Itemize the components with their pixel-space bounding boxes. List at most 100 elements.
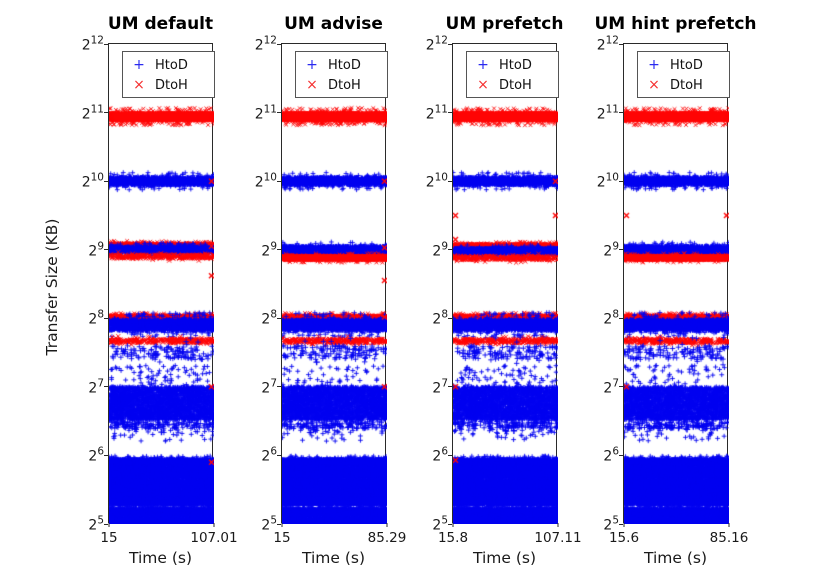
y-tick-exponent: 5 — [441, 514, 448, 527]
y-tick-mark — [104, 317, 108, 319]
y-tick-label: 211 — [597, 104, 619, 121]
subplot-um-default: UM default 212 211 210 29 28 27 26 25 15 107.01 + Ht… — [82, 0, 238, 587]
y-tick-base: 2 — [81, 37, 91, 54]
legend-item: × DtoH — [638, 75, 729, 95]
y-tick-mark — [619, 454, 623, 456]
legend: + HtoD × DtoH — [637, 51, 730, 98]
y-tick-label: 212 — [81, 34, 104, 54]
x-tick-mark — [213, 523, 215, 527]
x-marker-icon: × — [648, 77, 660, 93]
y-tick-exponent: 7 — [270, 377, 277, 390]
scatter-canvas — [453, 44, 558, 524]
x-tick-label: 15.6 — [608, 530, 640, 546]
y-tick-exponent: 10 — [605, 171, 619, 184]
y-tick-base: 2 — [425, 174, 435, 191]
y-tick-exponent: 9 — [97, 240, 104, 253]
y-tick-exponent: 5 — [97, 514, 104, 527]
y-tick-base: 2 — [425, 105, 435, 122]
legend-item-label: DtoH — [670, 77, 703, 93]
y-tick-base: 2 — [254, 105, 264, 122]
y-tick-exponent: 7 — [97, 377, 104, 390]
x-tick-label: 15 — [273, 530, 291, 546]
x-tick-mark — [108, 523, 110, 527]
y-tick-mark — [448, 112, 452, 114]
y-tick-exponent: 9 — [612, 240, 619, 253]
y-tick-exponent: 11 — [90, 103, 104, 116]
x-tick-label: 85.29 — [367, 530, 407, 546]
y-tick-base: 2 — [432, 517, 442, 534]
y-tick-label: 28 — [603, 310, 619, 327]
y-tick-mark — [277, 249, 281, 251]
y-tick-exponent: 10 — [263, 171, 277, 184]
x-tick-label: 15 — [100, 530, 118, 546]
legend-item-label: HtoD — [670, 57, 703, 73]
y-tick-exponent: 8 — [612, 308, 619, 321]
x-axis-label: Time (s) — [472, 549, 537, 567]
y-tick-mark — [448, 454, 452, 456]
y-tick-mark — [619, 523, 623, 525]
y-tick-mark — [104, 523, 108, 525]
y-tick-exponent: 7 — [441, 377, 448, 390]
y-tick-label: 212 — [255, 35, 277, 52]
legend-item: + HtoD — [123, 55, 214, 75]
legend-item: × DtoH — [296, 75, 387, 95]
y-tick-exponent: 12 — [90, 34, 104, 47]
subplot-title: UM advise — [284, 14, 383, 34]
y-tick-exponent: 9 — [270, 240, 277, 253]
y-tick-label: 29 — [603, 241, 619, 258]
legend: + HtoD × DtoH — [466, 51, 559, 98]
x-axis-label: Time (s) — [301, 549, 366, 567]
y-tick-exponent: 6 — [612, 446, 619, 459]
y-tick-base: 2 — [432, 448, 442, 465]
x-tick-mark — [281, 523, 283, 527]
y-tick-label: 25 — [88, 514, 104, 532]
y-tick-label: 27 — [88, 377, 104, 395]
y-tick-mark — [277, 43, 281, 45]
y-tick-mark — [448, 180, 452, 182]
y-tick-base: 2 — [88, 311, 98, 328]
y-tick-mark — [104, 386, 108, 388]
y-tick-label: 28 — [88, 310, 104, 327]
y-tick-base: 2 — [254, 174, 264, 191]
legend-item: + HtoD — [638, 55, 729, 75]
y-tick-label: 25 — [432, 514, 448, 534]
y-tick-base: 2 — [88, 243, 98, 260]
y-tick-exponent: 6 — [441, 446, 448, 459]
plot-area: 212 211 210 29 28 27 26 25 15 85.29 + HtoD × DtoH — [255, 35, 407, 546]
y-tick-mark — [104, 112, 108, 114]
scatter-canvas — [624, 44, 729, 524]
y-tick-label: 26 — [432, 447, 448, 464]
y-tick-exponent: 11 — [263, 103, 277, 116]
y-tick-base: 2 — [261, 243, 271, 260]
subplot-um-advise: UM advise 212 211 210 29 28 27 26 25 15 85.29 + HtoD… — [255, 0, 407, 587]
y-tick-base: 2 — [603, 243, 613, 260]
y-tick-base: 2 — [603, 517, 613, 534]
y-tick-label: 211 — [426, 104, 448, 121]
x-marker-icon: × — [133, 77, 145, 93]
y-tick-base: 2 — [425, 37, 435, 54]
y-tick-exponent: 5 — [270, 514, 277, 527]
y-tick-label: 28 — [261, 310, 277, 327]
y-tick-base: 2 — [596, 174, 606, 191]
x-marker-icon: × — [477, 77, 489, 93]
y-tick-mark — [104, 454, 108, 456]
x-tick-mark — [728, 523, 730, 527]
legend: + HtoD × DtoH — [122, 51, 215, 98]
subplot-um-hint-prefetch: UM hint prefetch 212 211 210 29 28 27 26 25 15.6 8… — [594, 0, 756, 587]
y-tick-exponent: 7 — [612, 377, 619, 390]
x-tick-label: 107.11 — [534, 530, 582, 546]
y-tick-mark — [277, 180, 281, 182]
y-tick-label: 211 — [82, 104, 104, 121]
y-axis-label: Transfer Size (KB) — [43, 218, 61, 356]
y-tick-label: 210 — [82, 173, 104, 190]
y-tick-label: 28 — [432, 310, 448, 327]
y-tick-mark — [104, 249, 108, 251]
scatter-canvas — [282, 44, 387, 524]
y-tick-exponent: 6 — [270, 446, 277, 459]
y-tick-base: 2 — [432, 243, 442, 260]
y-tick-mark — [448, 523, 452, 525]
y-tick-base: 2 — [81, 105, 91, 122]
y-tick-label: 210 — [597, 173, 619, 190]
legend-item: + HtoD — [296, 55, 387, 75]
y-tick-mark — [277, 454, 281, 456]
